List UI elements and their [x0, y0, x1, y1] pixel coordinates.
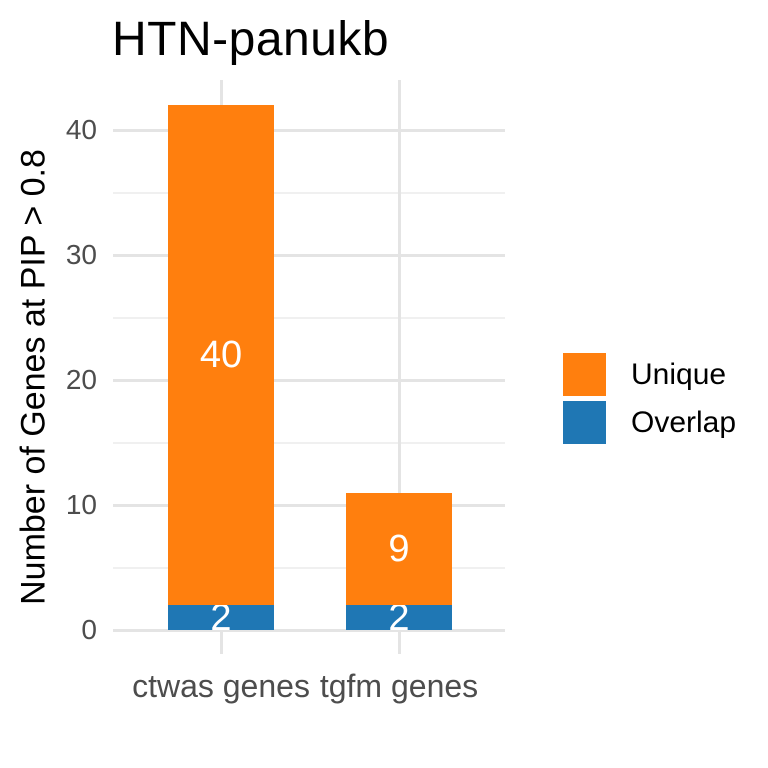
bar-value-label: 40 [199, 334, 243, 376]
legend-label: Unique [631, 357, 727, 391]
gridline-v-major [397, 80, 401, 632]
y-tick-label: 0 [81, 614, 97, 645]
bar-segment-unique: 40 [168, 105, 274, 605]
y-tick-label: 20 [65, 364, 97, 395]
legend-item-unique: Unique [563, 353, 736, 396]
x-tick-mark [219, 632, 223, 654]
bar-segment-overlap: 2 [346, 599, 452, 637]
gridline-h-minor [113, 441, 505, 444]
bar-value-label: 2 [210, 596, 232, 639]
y-tick-label: 40 [65, 114, 97, 145]
gridline-h-major [113, 253, 505, 257]
bar-segment-overlap: 2 [168, 599, 274, 637]
legend-key-unique [563, 353, 606, 396]
gridline-h-minor [113, 566, 505, 569]
gridline-h-major [113, 503, 505, 507]
bar-ctwas-genes: 2 40 [168, 105, 274, 637]
gridline-h-major [113, 128, 505, 132]
legend-item-overlap: Overlap [563, 401, 736, 444]
gridline-h-major [113, 628, 505, 632]
legend: Unique Overlap [563, 353, 736, 449]
y-tick-label: 10 [65, 489, 97, 520]
legend-key-overlap [563, 401, 606, 444]
bar-value-label: 2 [388, 596, 410, 639]
gridline-h-major [113, 378, 505, 382]
gridline-h-minor [113, 316, 505, 319]
chart-title: HTN-panukb [112, 13, 390, 66]
legend-label: Overlap [631, 405, 737, 439]
x-tick-mark [397, 632, 401, 654]
x-tick-label: tgfm genes [319, 668, 479, 704]
bar-segment-unique: 9 [346, 492, 452, 605]
bar-value-label: 9 [388, 527, 410, 570]
plot-panel: 2 40 2 9 [113, 80, 505, 637]
x-tick-label: ctwas genes [132, 668, 310, 704]
gridline-h-minor [113, 191, 505, 194]
y-tick-label: 30 [65, 239, 97, 270]
